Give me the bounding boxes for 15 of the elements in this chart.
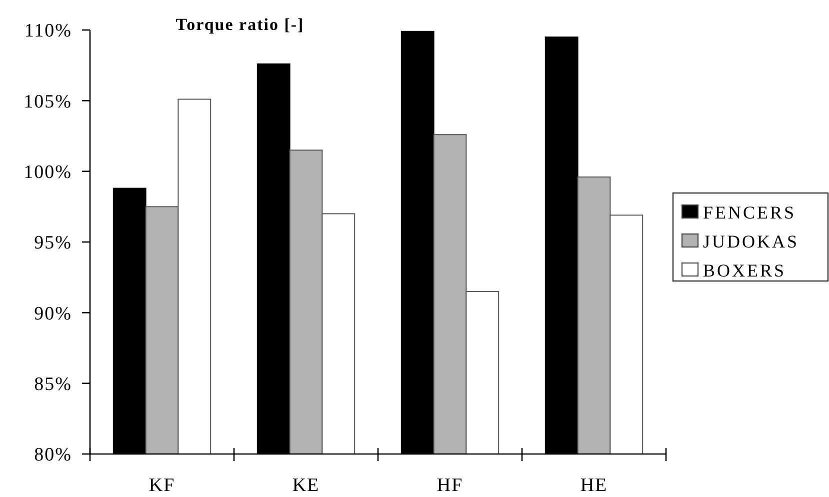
y-tick-label: 95% bbox=[34, 232, 72, 254]
legend-label: FENCERS bbox=[703, 202, 796, 222]
y-tick-label: 80% bbox=[34, 444, 72, 466]
y-tick-label: 85% bbox=[34, 374, 72, 395]
x-tick-label: KF bbox=[148, 475, 176, 496]
text: BOXERS bbox=[703, 260, 786, 280]
x-tick-label: KE bbox=[292, 475, 320, 496]
chart-title: Torque ratio [-] bbox=[176, 15, 304, 34]
y-tick-label: 100% bbox=[24, 162, 72, 183]
y-tick-label: 110% bbox=[24, 20, 72, 42]
x-tick-label: HE bbox=[580, 475, 608, 496]
x-tick-label: HF bbox=[436, 475, 464, 496]
legend-label: JUDOKAS bbox=[703, 231, 800, 252]
y-tick-label: 105% bbox=[24, 91, 72, 112]
y-tick-label: 90% bbox=[34, 303, 72, 324]
